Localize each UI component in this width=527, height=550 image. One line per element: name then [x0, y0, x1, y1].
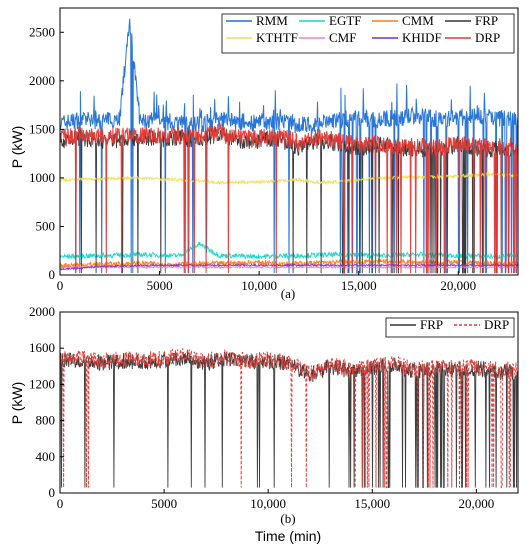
legend-label-cmm: CMM — [402, 13, 434, 28]
legend-label-drp: DRP — [475, 30, 500, 45]
y-tick-label: 2000 — [29, 73, 55, 88]
legend-label-frp: FRP — [475, 13, 498, 28]
series-line-kthtf — [60, 171, 518, 186]
x-tick-label: 20,000 — [458, 496, 494, 511]
panel-b-ticks: 0 5000 10,000 15,000 20,000 0 400 800 1200 1600 20… — [29, 304, 494, 511]
legend-label-khidf: KHIDF — [402, 30, 442, 45]
x-tick-label: 5000 — [151, 496, 177, 511]
panel-a-legend: RMM EGTF CMM FRP KTHTF CMF KHIDF DRP — [221, 13, 515, 54]
panel-a-label: (a) — [281, 286, 295, 301]
panel-a-plot-area — [60, 18, 518, 274]
x-tick-label: 0 — [57, 496, 64, 511]
panel-b-legend: FRP DRP — [385, 317, 515, 338]
panel-a-frame — [59, 7, 519, 276]
legend-label-egtf: EGTF — [329, 13, 362, 28]
legend-label-drp: DRP — [484, 317, 509, 332]
y-tick-label: 0 — [49, 485, 56, 500]
series-line-cmf — [60, 265, 518, 270]
panel-b-ylabel: P (kW) — [9, 382, 25, 425]
legend-label-cmf: CMF — [329, 30, 356, 45]
x-tick-label: 15,000 — [354, 496, 390, 511]
y-tick-label: 0 — [49, 267, 56, 282]
panel-b-chart: 0 5000 10,000 15,000 20,000 0 400 800 1200 1600 20… — [9, 304, 519, 544]
panel-a-chart: 0 5000 10,000 15,000 20,000 0 500 1000 1500 2000 2… — [9, 7, 519, 301]
y-tick-label: 2000 — [29, 304, 55, 319]
y-tick-label: 2500 — [29, 24, 55, 39]
panel-a-ticks: 0 5000 10,000 15,000 20,000 0 500 1000 1500 2000 2… — [29, 24, 476, 293]
y-tick-label: 1500 — [29, 121, 55, 136]
legend-label-frp: FRP — [420, 317, 443, 332]
panel-b-label: (b) — [280, 511, 295, 526]
y-tick-label: 1000 — [29, 170, 55, 185]
panel-a-ylabel: P (kW) — [9, 126, 25, 169]
y-tick-label: 1600 — [29, 340, 55, 355]
legend-label-kthtf: KTHTF — [256, 30, 298, 45]
series-line-rmm — [60, 18, 518, 274]
series-line-drp — [60, 348, 518, 489]
legend-box — [385, 317, 515, 338]
panel-b-plot-area — [60, 348, 518, 489]
y-tick-label: 800 — [36, 413, 56, 428]
y-tick-label: 500 — [36, 218, 56, 233]
y-tick-label: 400 — [36, 449, 56, 464]
x-tick-label: 10,000 — [250, 496, 286, 511]
series-line-frp — [60, 349, 518, 489]
series-line-egtf — [60, 241, 518, 261]
x-tick-label: 0 — [57, 278, 64, 293]
panel-b-xlabel: Time (min) — [255, 528, 321, 544]
x-tick-label: 10,000 — [241, 278, 277, 293]
y-tick-label: 1200 — [29, 376, 55, 391]
panel-b-frame — [59, 311, 519, 494]
x-tick-label: 5000 — [147, 278, 173, 293]
series-line-cmm — [60, 258, 518, 269]
x-tick-label: 15,000 — [341, 278, 377, 293]
series-line-khidf — [60, 263, 518, 271]
x-tick-label: 20,000 — [440, 278, 476, 293]
legend-label-rmm: RMM — [256, 13, 288, 28]
series-line-drp — [60, 123, 518, 274]
